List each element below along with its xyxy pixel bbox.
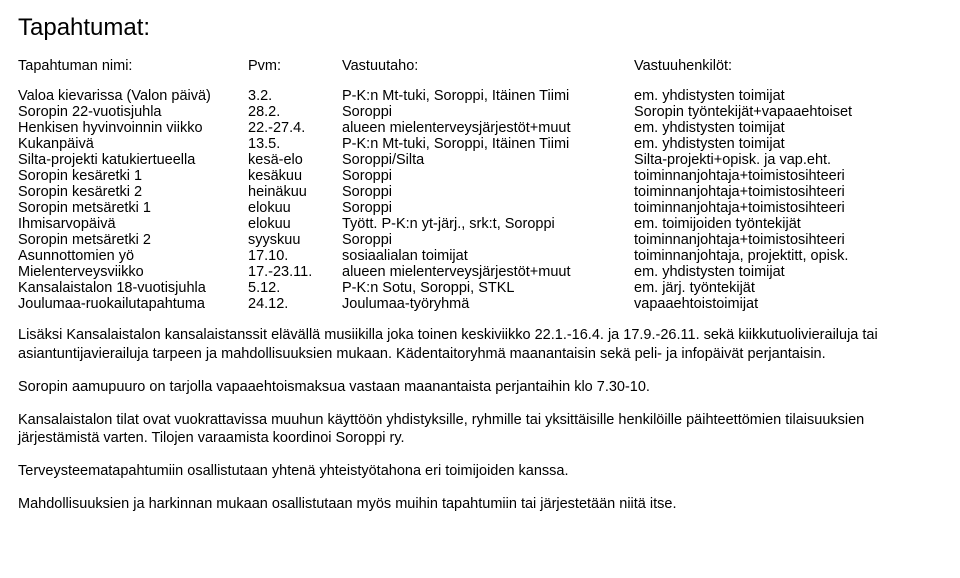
table-cell-date: elokuu xyxy=(248,200,342,216)
table-cell-people: toiminnanjohtaja+toimistosihteeri xyxy=(634,200,942,216)
table-cell-name: Ihmisarvopäivä xyxy=(18,216,248,232)
table-cell-name: Kansalaistalon 18-vuotisjuhla xyxy=(18,280,248,296)
table-cell-resp: Joulumaa-työryhmä xyxy=(342,296,634,312)
table-cell-date: 13.5. xyxy=(248,136,342,152)
page-title: Tapahtumat: xyxy=(18,14,942,42)
table-cell-name: Mielenterveysviikko xyxy=(18,264,248,280)
table-cell-name: Asunnottomien yö xyxy=(18,248,248,264)
table-cell-people: em. toimijoiden työntekijät xyxy=(634,216,942,232)
table-cell-name: Valoa kievarissa (Valon päivä) xyxy=(18,88,248,104)
table-cell-date: kesä-elo xyxy=(248,152,342,168)
table-cell-date: 17.-23.11. xyxy=(248,264,342,280)
table-cell-resp: Soroppi xyxy=(342,184,634,200)
table-cell-resp: Soroppi/Silta xyxy=(342,152,634,168)
table-cell-date: 22.-27.4. xyxy=(248,120,342,136)
paragraph: Terveysteematapahtumiin osallistutaan yh… xyxy=(18,462,942,481)
table-cell-resp: sosiaalialan toimijat xyxy=(342,248,634,264)
table-cell-people: Soropin työntekijät+vapaaehtoiset xyxy=(634,104,942,120)
table-cell-people: vapaaehtoistoimijat xyxy=(634,296,942,312)
col-header-name: Tapahtuman nimi: xyxy=(18,58,248,74)
table-cell-people: em. yhdistysten toimijat xyxy=(634,264,942,280)
table-cell-date: 28.2. xyxy=(248,104,342,120)
table-cell-people: em. järj. työntekijät xyxy=(634,280,942,296)
col-header-date: Pvm: xyxy=(248,58,342,74)
table-cell-name: Soropin metsäretki 2 xyxy=(18,232,248,248)
table-cell-date: kesäkuu xyxy=(248,168,342,184)
table-cell-resp: P-K:n Mt-tuki, Soroppi, Itäinen Tiimi xyxy=(342,136,634,152)
table-cell-people: toiminnanjohtaja+toimistosihteeri xyxy=(634,168,942,184)
col-header-resp: Vastuutaho: xyxy=(342,58,634,74)
table-cell-date: 24.12. xyxy=(248,296,342,312)
table-cell-date: heinäkuu xyxy=(248,184,342,200)
table-cell-name: Kukanpäivä xyxy=(18,136,248,152)
table-cell-people: em. yhdistysten toimijat xyxy=(634,136,942,152)
table-cell-name: Henkisen hyvinvoinnin viikko xyxy=(18,120,248,136)
table-cell-name: Soropin kesäretki 1 xyxy=(18,168,248,184)
table-cell-resp: Soroppi xyxy=(342,232,634,248)
table-cell-people: Silta-projekti+opisk. ja vap.eht. xyxy=(634,152,942,168)
paragraph: Soropin aamupuuro on tarjolla vapaaehtoi… xyxy=(18,378,942,397)
events-table: Tapahtuman nimi: Pvm: Vastuutaho: Vastuu… xyxy=(18,58,942,88)
table-cell-people: toiminnanjohtaja+toimistosihteeri xyxy=(634,232,942,248)
paragraph: Mahdollisuuksien ja harkinnan mukaan osa… xyxy=(18,495,942,514)
table-cell-resp: Tyött. P-K:n yt-järj., srk:t, Soroppi xyxy=(342,216,634,232)
table-cell-name: Soropin kesäretki 2 xyxy=(18,184,248,200)
table-cell-name: Soropin 22-vuotisjuhla xyxy=(18,104,248,120)
table-cell-people: toiminnanjohtaja+toimistosihteeri xyxy=(634,184,942,200)
table-cell-resp: alueen mielenterveysjärjestöt+muut xyxy=(342,264,634,280)
table-cell-date: elokuu xyxy=(248,216,342,232)
table-cell-resp: Soroppi xyxy=(342,168,634,184)
table-cell-resp: P-K:n Sotu, Soroppi, STKL xyxy=(342,280,634,296)
table-cell-people: em. yhdistysten toimijat xyxy=(634,88,942,104)
table-cell-people: toiminnanjohtaja, projektitt, opisk. xyxy=(634,248,942,264)
table-cell-resp: Soroppi xyxy=(342,200,634,216)
table-cell-date: syyskuu xyxy=(248,232,342,248)
col-header-people: Vastuuhenkilöt: xyxy=(634,58,942,74)
table-cell-date: 17.10. xyxy=(248,248,342,264)
paragraph: Lisäksi Kansalaistalon kansalaistanssit … xyxy=(18,326,942,364)
table-cell-people: em. yhdistysten toimijat xyxy=(634,120,942,136)
table-cell-resp: Soroppi xyxy=(342,104,634,120)
paragraph: Kansalaistalon tilat ovat vuokrattavissa… xyxy=(18,411,942,449)
table-cell-resp: P-K:n Mt-tuki, Soroppi, Itäinen Tiimi xyxy=(342,88,634,104)
table-cell-name: Joulumaa-ruokailutapahtuma xyxy=(18,296,248,312)
table-cell-date: 3.2. xyxy=(248,88,342,104)
paragraphs: Lisäksi Kansalaistalon kansalaistanssit … xyxy=(18,326,942,514)
table-cell-date: 5.12. xyxy=(248,280,342,296)
table-cell-resp: alueen mielenterveysjärjestöt+muut xyxy=(342,120,634,136)
events-rows: Valoa kievarissa (Valon päivä)3.2.P-K:n … xyxy=(18,88,942,312)
table-cell-name: Soropin metsäretki 1 xyxy=(18,200,248,216)
table-cell-name: Silta-projekti katukiertueella xyxy=(18,152,248,168)
